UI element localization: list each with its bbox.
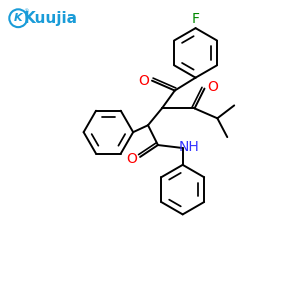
Text: Kuujia: Kuujia [24, 11, 78, 26]
Text: K: K [14, 13, 22, 23]
Text: ®: ® [23, 10, 29, 15]
Text: F: F [192, 12, 200, 26]
Text: O: O [127, 152, 138, 166]
Text: O: O [207, 80, 218, 94]
Text: NH: NH [178, 140, 199, 154]
Text: O: O [139, 74, 149, 88]
